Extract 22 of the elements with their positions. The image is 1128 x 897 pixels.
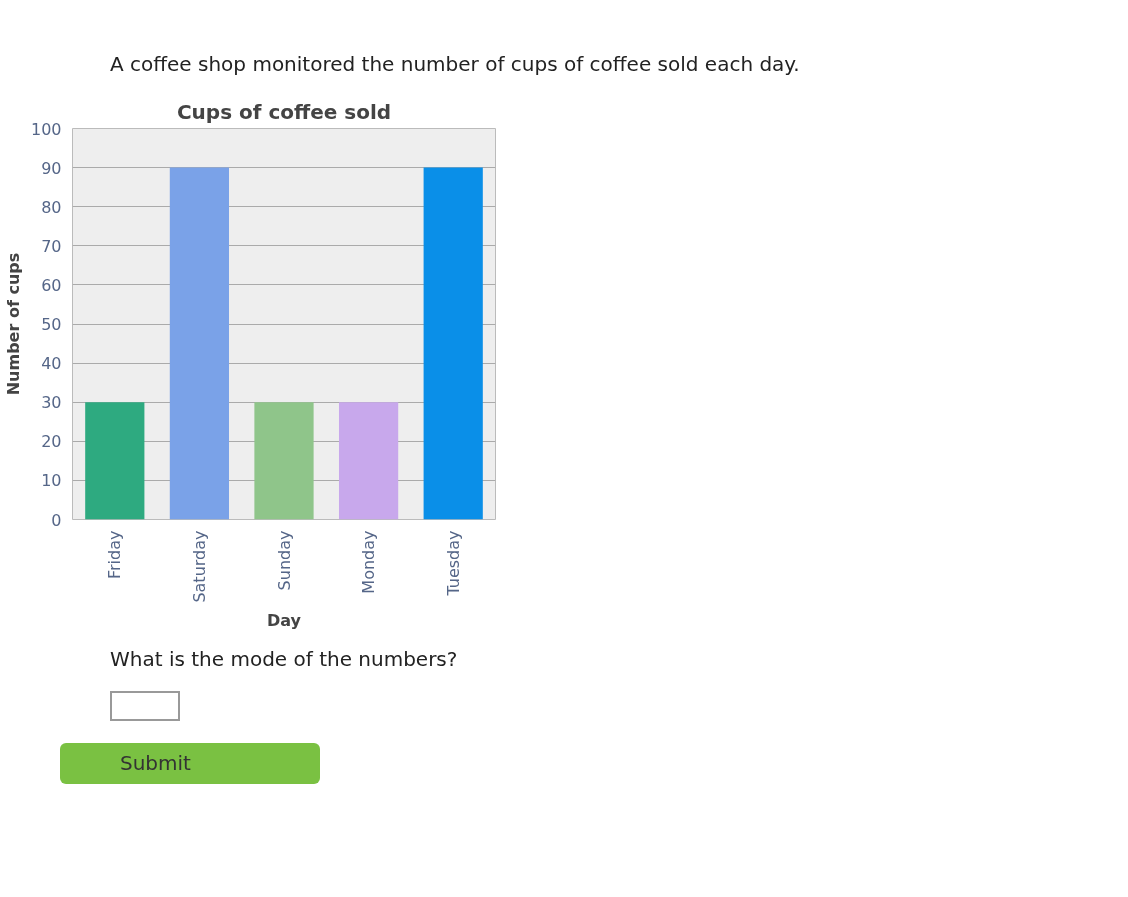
y-tick-label: 70 bbox=[41, 236, 62, 256]
y-tick-label: 0 bbox=[51, 510, 62, 530]
y-axis-title: Number of cups bbox=[3, 252, 23, 395]
text: Submit bbox=[120, 750, 191, 778]
y-tick-label: 30 bbox=[41, 392, 62, 412]
y-tick-label: 60 bbox=[41, 275, 62, 295]
x-tick-label: Monday bbox=[359, 530, 379, 594]
y-tick-label: 50 bbox=[41, 314, 62, 334]
y-tick-label: 10 bbox=[41, 470, 62, 490]
chart-title: Cups of coffee sold bbox=[176, 99, 392, 124]
y-tick-label: 40 bbox=[41, 353, 62, 373]
y-tick-label: 80 bbox=[41, 197, 62, 217]
y-tick-label: 90 bbox=[41, 158, 62, 178]
x-axis-title: Day bbox=[266, 610, 302, 630]
text: A coffee shop monitored the number of cups of coffee sold each day. bbox=[110, 51, 800, 78]
y-tick-label: 20 bbox=[41, 431, 62, 451]
y-tick-label: 100 bbox=[30, 119, 62, 139]
x-tick-label: Tuesday bbox=[443, 530, 463, 597]
x-tick-label: Sunday bbox=[274, 530, 294, 590]
text: What is the mode of the numbers? bbox=[110, 645, 458, 673]
x-tick-label: Saturday bbox=[189, 530, 209, 603]
x-tick-label: Friday bbox=[105, 530, 125, 579]
